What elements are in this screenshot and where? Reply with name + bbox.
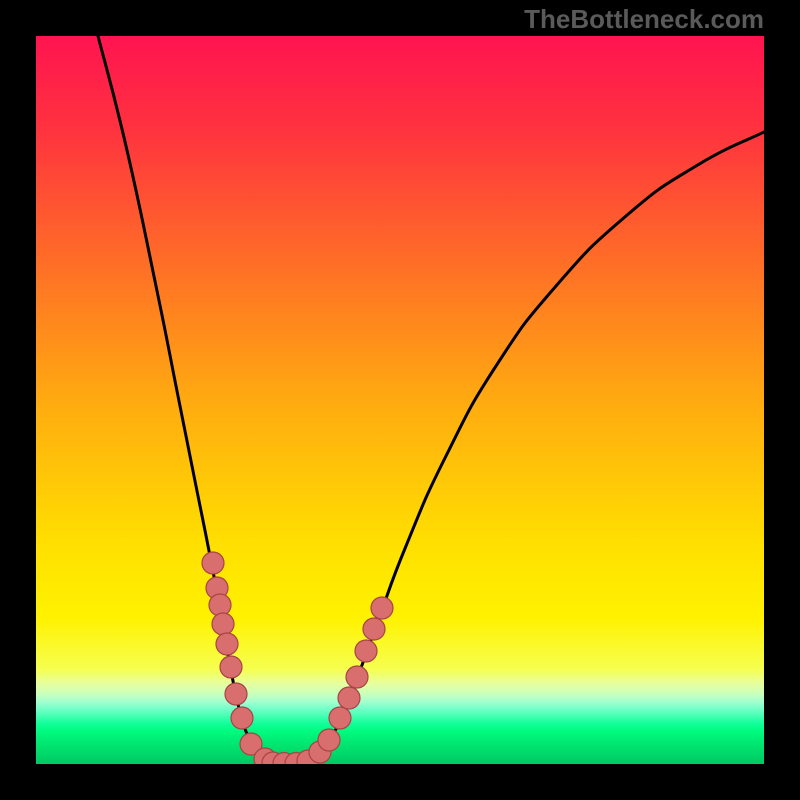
data-marker xyxy=(329,707,351,729)
data-marker xyxy=(346,666,368,688)
data-marker xyxy=(202,552,224,574)
data-marker xyxy=(231,707,253,729)
data-marker xyxy=(212,613,234,635)
data-marker xyxy=(225,683,247,705)
data-marker xyxy=(318,729,340,751)
data-marker xyxy=(363,618,385,640)
data-marker xyxy=(209,594,231,616)
data-marker xyxy=(355,640,377,662)
plot-area xyxy=(36,36,764,764)
chart-svg xyxy=(36,36,764,764)
data-marker xyxy=(338,687,360,709)
watermark-text: TheBottleneck.com xyxy=(524,4,764,35)
data-marker xyxy=(371,597,393,619)
data-marker xyxy=(216,633,238,655)
data-marker xyxy=(220,656,242,678)
gradient-background xyxy=(36,36,764,764)
chart-canvas: TheBottleneck.com xyxy=(0,0,800,800)
